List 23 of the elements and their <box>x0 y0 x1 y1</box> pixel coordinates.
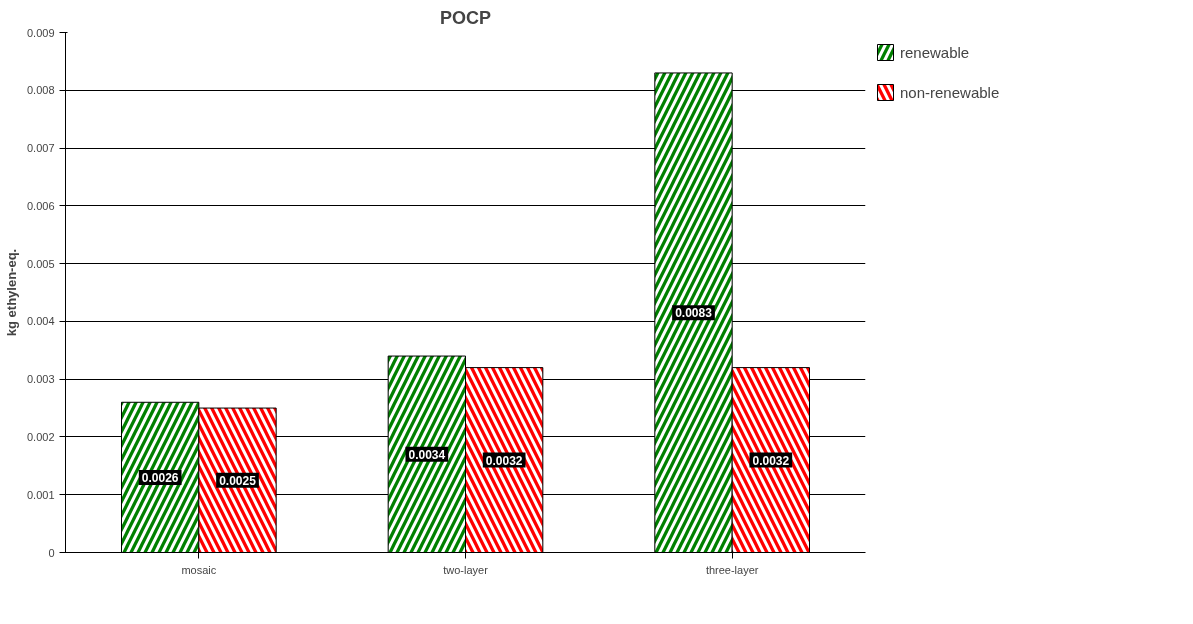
y-tick-label: 0.008 <box>26 84 55 97</box>
y-tick-label: 0.003 <box>26 373 55 386</box>
x-tick-label: two-layer <box>443 563 489 576</box>
y-tick-label: 0.004 <box>26 315 55 328</box>
data-label: 0.0025 <box>219 473 257 488</box>
y-tick-label: 0.005 <box>26 257 55 270</box>
x-tick-label: mosaic <box>181 563 217 576</box>
y-tick-label: 0.009 <box>26 26 55 39</box>
y-tick-label: 0.002 <box>26 430 55 443</box>
data-label: 0.0083 <box>675 306 713 321</box>
y-tick-label: 0.006 <box>26 199 55 212</box>
chart-title: POCP <box>439 7 492 28</box>
data-label: 0.0032 <box>485 453 523 468</box>
data-label: 0.0034 <box>408 447 446 462</box>
y-tick-label: 0.007 <box>26 142 55 155</box>
legend-label: non-renewable <box>900 83 1000 101</box>
data-label: 0.0032 <box>752 453 790 468</box>
x-tick-label: three-layer <box>705 563 759 576</box>
y-tick-label: 0.001 <box>26 488 55 501</box>
data-label: 0.0026 <box>141 470 179 485</box>
y-tick-label: 0 <box>48 546 55 559</box>
y-axis-title: kg ethylen-eq. <box>3 248 19 337</box>
legend-label: renewable <box>900 43 970 61</box>
